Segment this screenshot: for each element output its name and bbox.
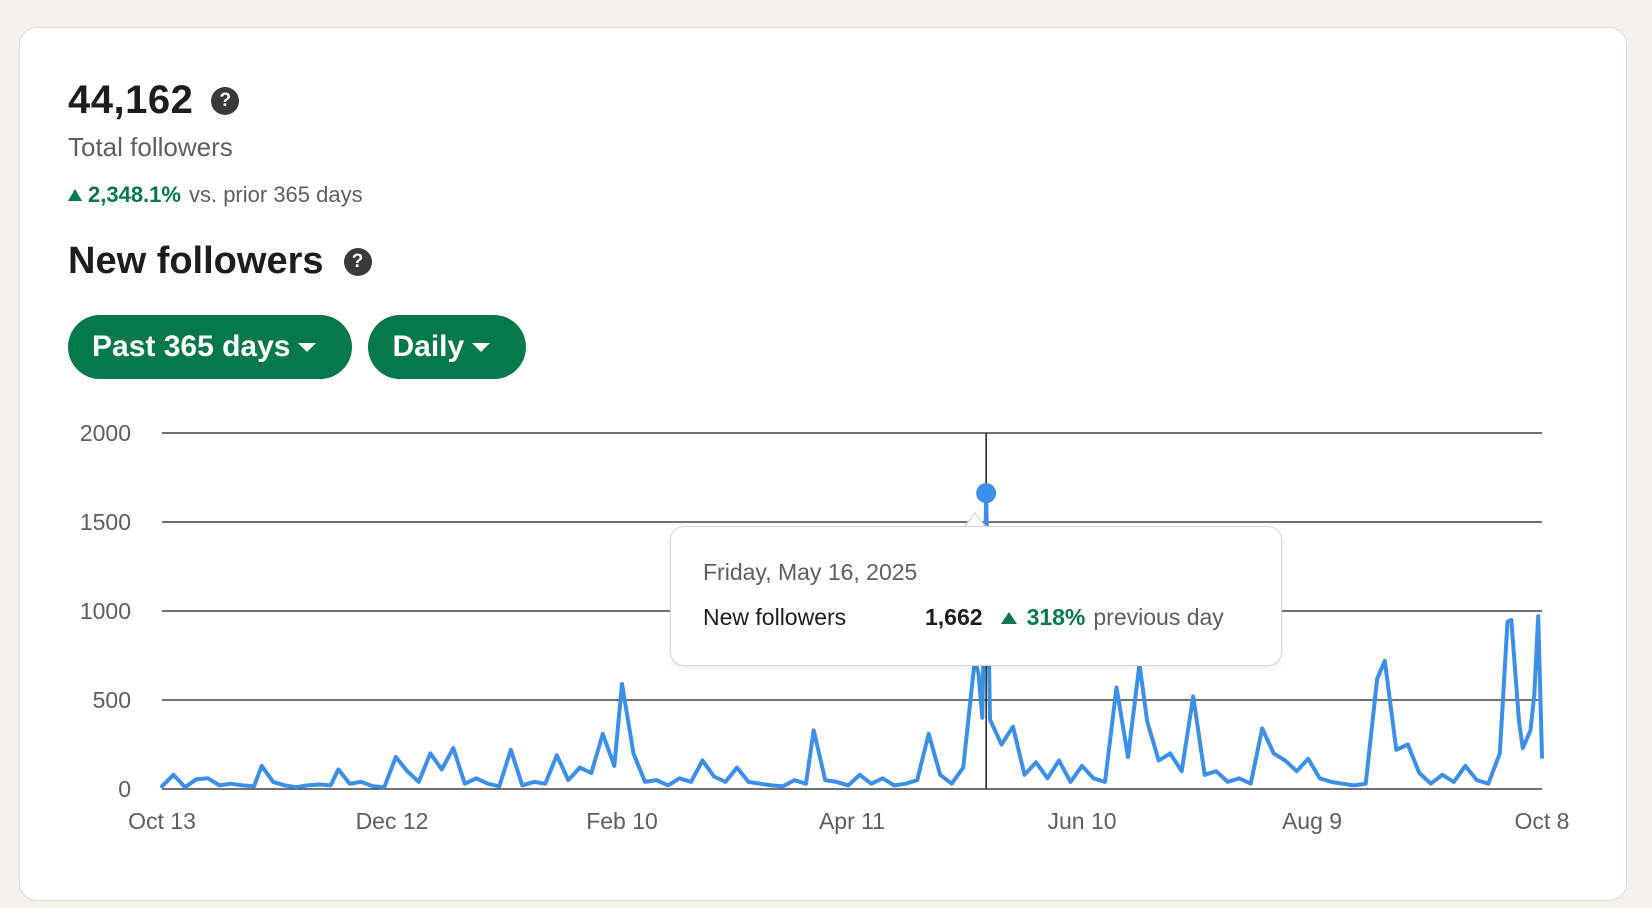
tooltip-change-suffix: previous day	[1093, 604, 1224, 630]
chart-tooltip: Friday, May 16, 2025 New followers 1,662…	[670, 526, 1282, 666]
x-tick-label: Dec 12	[356, 808, 429, 834]
range-dropdown-label: Past 365 days	[92, 330, 291, 363]
caret-down-icon	[298, 342, 317, 352]
tooltip-row: New followers 1,662 318% previous day	[703, 604, 1249, 631]
total-followers-label: Total followers	[68, 132, 233, 162]
tooltip-trend-up-icon	[1000, 611, 1017, 624]
interval-dropdown-label: Daily	[392, 330, 465, 363]
total-followers-value: 44,162	[68, 78, 194, 122]
filter-bar: Past 365 days Daily	[68, 315, 542, 379]
trend-up-icon	[68, 189, 82, 201]
section-title: New followers	[68, 240, 324, 282]
help-icon[interactable]: ?	[211, 86, 240, 115]
followers-card	[19, 27, 1627, 901]
interval-dropdown-button[interactable]: Daily	[368, 315, 527, 379]
y-tick-label: 1000	[80, 598, 131, 624]
y-tick-label: 1500	[80, 509, 131, 535]
section-help-icon[interactable]: ?	[343, 247, 372, 276]
followers-change-text: vs. prior 365 days	[188, 182, 363, 207]
tooltip-metric: New followers	[703, 604, 847, 630]
x-tick-label: Oct 13	[128, 808, 196, 834]
section-header: New followers ?	[68, 240, 372, 283]
y-tick-label: 500	[93, 687, 131, 713]
x-tick-label: Feb 10	[586, 808, 658, 834]
x-tick-label: Jun 10	[1047, 808, 1116, 834]
x-tick-label: Apr 11	[819, 808, 885, 834]
range-dropdown-button[interactable]: Past 365 days	[68, 315, 353, 379]
tooltip-change-pct: 318%	[1026, 604, 1086, 630]
y-tick-label: 0	[118, 776, 131, 802]
highlight-point	[976, 483, 997, 504]
x-tick-label: Aug 9	[1282, 808, 1342, 834]
followers-change-pct: 2,348.1%	[88, 182, 181, 207]
x-tick-label: Oct 8	[1515, 808, 1570, 834]
total-followers-row: 44,162 ?	[68, 78, 240, 123]
caret-down-icon	[472, 342, 491, 352]
series-line	[160, 491, 1544, 790]
followers-change-row: 2,348.1% vs. prior 365 days	[68, 182, 363, 208]
tooltip-arrow-fill	[965, 514, 985, 527]
tooltip-date: Friday, May 16, 2025	[703, 559, 918, 585]
tooltip-value: 1,662	[925, 604, 983, 630]
y-tick-label: 2000	[80, 420, 131, 446]
